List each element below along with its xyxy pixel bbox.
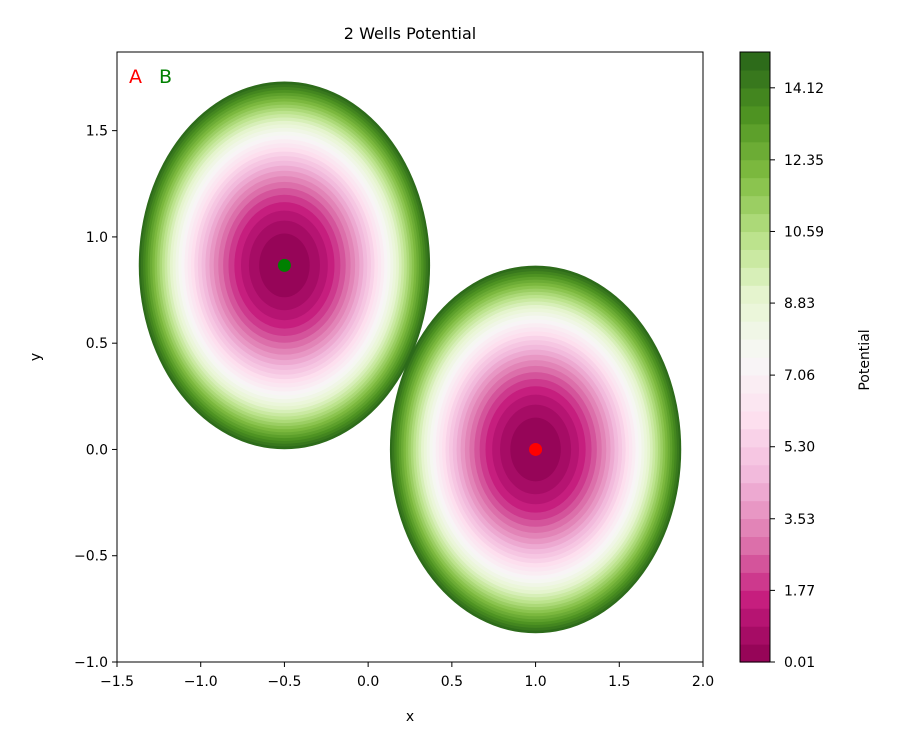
colorbar-tick-label: 12.35 [784, 153, 824, 169]
colorbar-segment [740, 87, 770, 107]
colorbar-tick-label: 1.77 [784, 583, 815, 599]
colorbar-segment [740, 195, 770, 215]
contour-fill [138, 81, 682, 634]
marker-label-a: A [129, 66, 142, 88]
colorbar-segment [740, 464, 770, 484]
colorbar-segment [740, 285, 770, 304]
colorbar-segment [740, 213, 770, 233]
colorbar-frame [739, 51, 771, 663]
colorbar-segment [740, 231, 770, 250]
plot-frame [116, 51, 704, 663]
colorbar-segment [740, 590, 770, 609]
colorbar-segment [740, 141, 770, 161]
colorbar-segment [740, 644, 770, 663]
marker-label-b: B [159, 66, 172, 88]
x-tick-label: −0.5 [267, 674, 301, 690]
colorbar: 0.01 1.77 3.53 5.30 7.06 8.83 10.59 12.35 14.12 [740, 52, 824, 671]
colorbar-segment [740, 536, 770, 555]
colorbar-segment [740, 392, 770, 412]
colorbar-segment [740, 357, 770, 376]
colorbar-segment [740, 608, 770, 627]
x-tick-label: 1.0 [524, 674, 546, 690]
colorbar-tick-label: 7.06 [784, 368, 815, 384]
colorbar-segment [740, 554, 770, 573]
colorbar-tick-label: 14.12 [784, 81, 824, 97]
colorbar-segment [740, 123, 770, 143]
colorbar-segment [740, 249, 770, 268]
marker-point-b [277, 258, 291, 272]
colorbar-segment [740, 518, 770, 538]
colorbar-tick-label: 0.01 [784, 655, 815, 671]
colorbar-segment [740, 105, 770, 125]
y-axis-ticks: −1.0 −0.5 0.0 0.5 1.0 1.5 [74, 124, 117, 671]
colorbar-segment [740, 339, 770, 358]
x-tick-label: 1.5 [608, 674, 630, 690]
colorbar-segment [740, 159, 770, 179]
chart-title: 2 Wells Potential [344, 24, 476, 43]
x-tick-label: 0.5 [441, 674, 463, 690]
marker-point-a [529, 442, 543, 456]
colorbar-segment [740, 52, 770, 71]
colorbar-segment [740, 626, 770, 645]
y-tick-label: 0.5 [86, 336, 108, 352]
x-tick-label: −1.5 [100, 674, 134, 690]
y-tick-label: 0.0 [86, 442, 108, 458]
x-tick-label: 0.0 [357, 674, 379, 690]
colorbar-segment [740, 267, 770, 286]
y-tick-label: 1.5 [86, 124, 108, 140]
y-tick-label: −0.5 [74, 549, 108, 565]
y-axis-label: y [28, 353, 44, 361]
colorbar-tick-label: 10.59 [784, 224, 824, 240]
colorbar-segment [740, 500, 770, 520]
colorbar-segment [740, 69, 770, 89]
colorbar-segment [740, 482, 770, 502]
colorbar-segment [740, 446, 770, 466]
colorbar-tick-label: 5.30 [784, 440, 815, 456]
y-tick-label: 1.0 [86, 230, 108, 246]
colorbar-tick-label: 8.83 [784, 296, 815, 312]
x-tick-label: 2.0 [692, 674, 714, 690]
colorbar-segment [740, 572, 770, 591]
colorbar-segment [740, 374, 770, 394]
well-markers [277, 258, 543, 456]
colorbar-label: Potential [857, 329, 873, 390]
colorbar-tick-label: 3.53 [784, 512, 815, 528]
colorbar-segment [740, 410, 770, 430]
colorbar-segment [740, 303, 770, 322]
y-tick-label: −1.0 [74, 655, 108, 671]
plot-area [138, 81, 682, 634]
colorbar-segment [740, 428, 770, 448]
x-axis-label: x [406, 709, 414, 725]
x-tick-label: −1.0 [184, 674, 218, 690]
x-axis-ticks: −1.5 −1.0 −0.5 0.0 0.5 1.0 1.5 2.0 [100, 662, 714, 690]
colorbar-segment [740, 177, 770, 197]
colorbar-segment [740, 321, 770, 340]
